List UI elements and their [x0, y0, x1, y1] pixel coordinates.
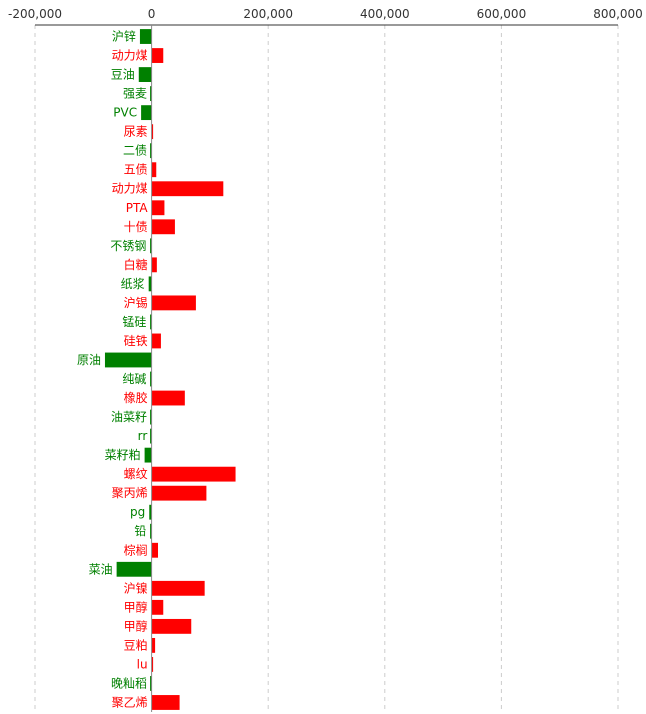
- category-label: 豆粕: [124, 637, 148, 652]
- bar: [151, 580, 205, 596]
- bar: [139, 29, 152, 44]
- category-label: 聚丙烯: [112, 486, 148, 500]
- bar: [150, 143, 152, 159]
- category-label: 豆油: [111, 68, 135, 82]
- bar: [150, 428, 152, 444]
- category-label: 纸浆: [121, 276, 145, 291]
- bar: [151, 219, 175, 235]
- bar: [151, 390, 185, 406]
- bar: [151, 637, 156, 653]
- category-label: 沪锌: [112, 30, 136, 44]
- bar: [150, 314, 152, 330]
- category-label: 十债: [124, 220, 148, 234]
- x-axis-ticks: -200,000 0 200,000 400,000 600,000 800,000: [8, 7, 643, 21]
- bar: [148, 276, 152, 292]
- category-label: PTA: [126, 201, 149, 215]
- category-label: 尿素: [124, 125, 148, 139]
- bar: [144, 447, 152, 463]
- bar: [149, 504, 152, 520]
- category-label: 橡胶: [124, 390, 148, 405]
- category-label: 螺纹: [124, 467, 148, 481]
- bar: [138, 67, 152, 82]
- category-label: 棕榈: [124, 542, 148, 557]
- bar: [151, 542, 159, 558]
- bar: [116, 561, 152, 577]
- category-label: rr: [138, 429, 148, 443]
- category-label: PVC: [113, 106, 137, 120]
- category-label: 菜籽粕: [105, 447, 141, 462]
- category-label: 油菜籽: [111, 410, 147, 424]
- bar: [151, 618, 192, 634]
- category-label: 白糖: [124, 257, 148, 272]
- bar: [151, 200, 165, 216]
- bar: [151, 599, 164, 615]
- category-label: 五债: [124, 163, 148, 177]
- bar: [151, 333, 161, 349]
- bar: [151, 181, 224, 197]
- category-label: 晚籼稻: [111, 676, 147, 690]
- bar: [150, 676, 152, 691]
- bar: [151, 257, 157, 273]
- bar: [151, 485, 207, 501]
- x-tick-label: 400,000: [360, 7, 410, 21]
- category-label: lu: [137, 657, 148, 671]
- gridlines: [34, 25, 619, 712]
- category-label: 锰硅: [122, 314, 146, 329]
- category-label: 铅: [134, 524, 146, 538]
- category-label: 纯碱: [122, 372, 146, 386]
- x-tick-label: 0: [148, 7, 156, 21]
- bar: [150, 86, 152, 102]
- bar: [150, 523, 152, 539]
- bar: [151, 162, 157, 178]
- bar: [151, 48, 164, 63]
- category-label: 二债: [123, 144, 147, 158]
- category-labels: 沪锌动力煤豆油强麦PVC尿素二债五债动力煤PTA十债不锈钢白糖纸浆沪锡锰硅硅铁原…: [77, 30, 148, 710]
- category-label: 原油: [77, 353, 101, 367]
- bar: [150, 371, 152, 387]
- category-label: 甲醇: [124, 599, 148, 614]
- x-tick-label: -200,000: [8, 7, 62, 21]
- category-label: 动力煤: [112, 49, 148, 63]
- bar: [141, 105, 152, 121]
- category-label: 硅铁: [124, 334, 148, 348]
- bar: [151, 657, 154, 672]
- category-label: 菜油: [89, 562, 113, 576]
- category-label: 甲醇: [124, 618, 148, 633]
- bar: [150, 238, 152, 254]
- bar: [151, 295, 196, 311]
- x-tick-label: 800,000: [593, 7, 643, 21]
- category-label: 沪锡: [124, 295, 148, 310]
- category-label: 聚乙烯: [112, 695, 148, 709]
- bars: [104, 29, 236, 710]
- bar: [151, 695, 180, 710]
- bar: [104, 352, 152, 368]
- x-tick-label: 600,000: [477, 7, 527, 21]
- category-label: 强麦: [123, 87, 147, 101]
- bar: [151, 466, 236, 482]
- category-label: 不锈钢: [110, 239, 146, 253]
- category-label: pg: [130, 505, 145, 519]
- category-label: 动力煤: [112, 182, 148, 196]
- bar: [151, 124, 154, 140]
- x-tick-label: 200,000: [243, 7, 293, 21]
- bar: [150, 409, 152, 425]
- category-label: 沪镍: [124, 581, 148, 595]
